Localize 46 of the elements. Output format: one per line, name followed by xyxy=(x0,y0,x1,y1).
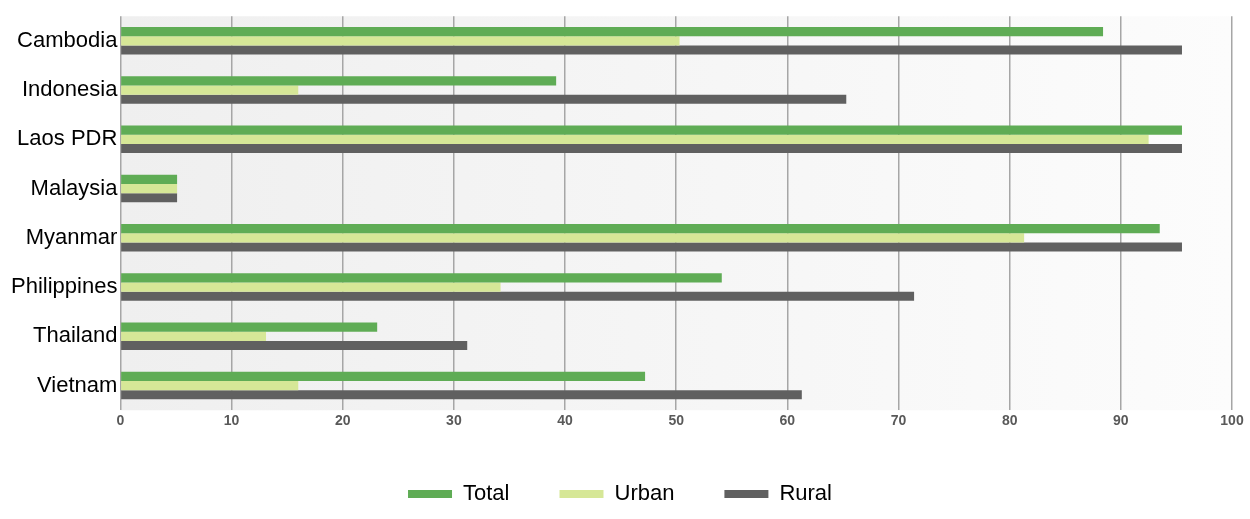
bar xyxy=(121,45,1182,55)
y-tick-label: Thailand xyxy=(33,322,118,348)
y-tick-label: Vietnam xyxy=(37,371,118,397)
bar xyxy=(121,183,178,194)
x-tick-label: 40 xyxy=(557,412,574,429)
x-tick-label: 0 xyxy=(116,412,125,429)
bar xyxy=(121,340,468,351)
bar xyxy=(121,143,1182,154)
x-tick-label: 30 xyxy=(446,412,462,429)
bar xyxy=(121,233,1025,243)
bar xyxy=(121,85,299,95)
bar xyxy=(121,242,1182,252)
legend-label: Urban xyxy=(614,480,675,506)
y-tick-label: Myanmar xyxy=(25,223,118,249)
y-tick-label: Indonesia xyxy=(21,76,119,102)
bar xyxy=(121,282,501,292)
bar xyxy=(121,390,802,400)
bar xyxy=(121,291,915,301)
x-tick-label: 80 xyxy=(1001,412,1018,429)
bar xyxy=(121,224,1160,234)
x-tick-label: 100 xyxy=(1220,412,1244,429)
bar xyxy=(121,380,299,391)
legend-label: Total xyxy=(463,480,510,506)
bar xyxy=(121,273,722,283)
bar xyxy=(121,174,178,184)
y-tick-label: Philippines xyxy=(11,273,118,299)
x-tick-label: 70 xyxy=(890,412,907,429)
bar xyxy=(121,322,378,332)
bar xyxy=(121,125,1182,135)
bar xyxy=(121,134,1149,144)
x-tick-label: 20 xyxy=(334,412,351,429)
bar xyxy=(121,36,680,46)
legend-label: Rural xyxy=(779,480,832,506)
bar xyxy=(121,76,557,86)
y-tick-label: Cambodia xyxy=(17,26,119,52)
x-tick-label: 10 xyxy=(223,412,240,429)
bar xyxy=(121,94,847,104)
bar xyxy=(121,193,178,203)
x-tick-label: 90 xyxy=(1113,412,1129,429)
bar xyxy=(121,371,646,381)
y-tick-label: Laos PDR xyxy=(17,125,118,151)
x-tick-label: 50 xyxy=(668,412,685,429)
x-tick-label: 60 xyxy=(779,412,796,429)
bar xyxy=(121,331,267,341)
y-tick-label: Malaysia xyxy=(30,174,119,200)
bar xyxy=(121,27,1104,37)
